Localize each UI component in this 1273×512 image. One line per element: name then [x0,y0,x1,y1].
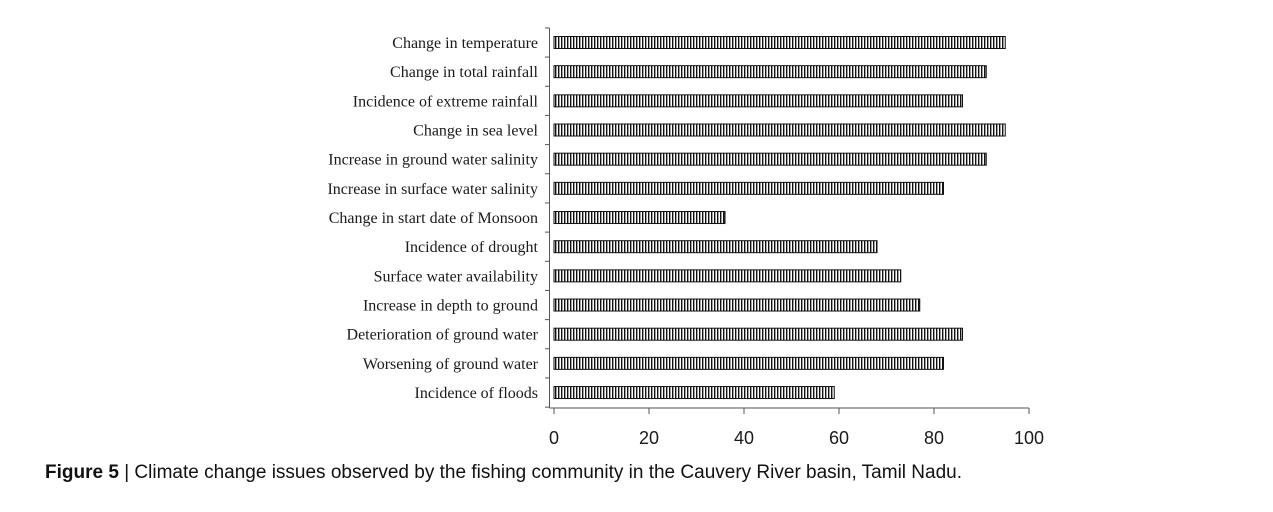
category-label: Surface water availability [374,268,538,285]
caption-separator: | [124,462,130,483]
bar [553,123,1006,137]
figure-label: Figure 5 [45,462,119,483]
bar [553,94,963,108]
x-tick-label: 20 [639,428,659,448]
category-label: Increase in ground water salinity [328,152,538,169]
x-tick-label: 80 [924,428,944,448]
bar [553,65,987,79]
category-label: Worsening of ground water [363,356,539,373]
bar [553,240,878,254]
bar [553,356,944,370]
x-tick-label: 40 [734,428,754,448]
figure-caption: Figure 5 | Climate change issues observe… [45,462,962,484]
bar [553,269,902,283]
category-label: Increase in depth to ground [363,298,538,315]
category-label: Change in temperature [392,35,538,52]
bar [553,152,987,166]
bar [553,298,921,312]
x-tick-label: 60 [829,428,849,448]
category-label: Change in start date of Monsoon [329,210,538,227]
bar [553,386,835,400]
category-label: Incidence of drought [405,239,539,256]
bars [553,36,1006,400]
x-axis: 0 20 40 60 80 100 [549,407,1044,448]
bar [553,327,963,341]
bar [553,181,944,195]
bar [553,36,1006,49]
category-labels: Change in temperature Change in total rai… [327,35,538,402]
x-tick-label: 100 [1014,428,1044,448]
category-label: Incidence of floods [414,385,538,402]
category-label: Deterioration of ground water [347,327,539,344]
category-label: Incidence of extreme rainfall [353,93,539,110]
category-label: Change in sea level [413,123,538,140]
bar [553,211,726,225]
category-label: Increase in surface water salinity [327,181,538,198]
category-label: Change in total rainfall [390,64,539,81]
x-tick-label: 0 [549,428,559,448]
y-axis [545,27,550,408]
caption-text: Climate change issues observed by the fi… [134,462,963,483]
